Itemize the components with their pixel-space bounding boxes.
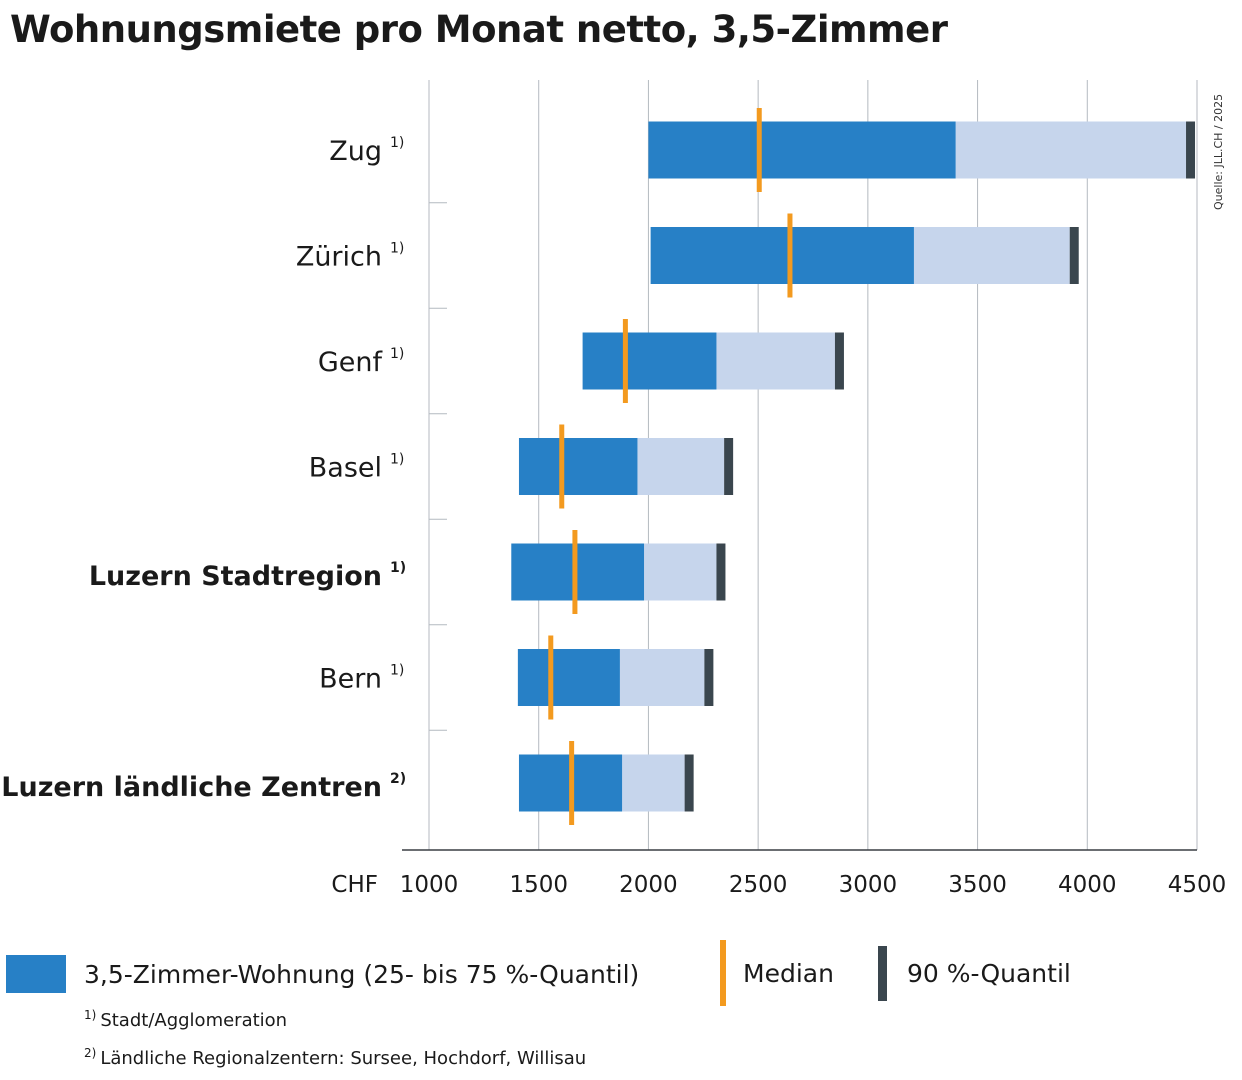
bar-iqr-genf <box>582 332 717 390</box>
category-note-basel: 1) <box>390 452 404 468</box>
tick-label-4000: 4000 <box>1058 872 1117 898</box>
footnote-1-text: Stadt/Agglomeration <box>100 1010 288 1031</box>
category-note-luzern-l-ndliche-zentren: 2) <box>390 771 406 787</box>
legend-iqr-label: 3,5-Zimmer-Wohnung (25- bis 75 %-Quantil… <box>84 959 640 989</box>
marker-q90-luzern-stadtregion <box>716 543 726 601</box>
tick-label-3000: 3000 <box>839 872 898 898</box>
bar-iqr-basel <box>518 438 638 495</box>
category-note-bern: 1) <box>390 663 404 679</box>
footnote-1: 1) Stadt/Agglomeration <box>84 1008 287 1031</box>
bar-chart: Zug 1) Zürich 1) Genf 1) Basel 1) Luzern Stadtre… <box>1 80 1227 898</box>
marker-q90-luzern-l-ndliche-zentren <box>684 754 694 812</box>
footnote-2-mark: 2) <box>84 1046 97 1060</box>
marker-median-luzern-stadtregion <box>572 530 578 614</box>
bars <box>511 108 1196 825</box>
legend-q90-label: 90 %-Quantil <box>907 959 1071 988</box>
tick-label-1000: 1000 <box>400 872 459 898</box>
marker-median-zug <box>756 108 762 192</box>
legend-iqr: 3,5-Zimmer-Wohnung (25- bis 75 %-Quantil… <box>6 955 639 993</box>
legend-q90-swatch <box>878 946 887 1001</box>
category-label-basel: Basel <box>309 453 382 484</box>
category-note-zug: 1) <box>390 135 404 151</box>
tick-label-3500: 3500 <box>948 872 1007 898</box>
marker-median-luzern-l-ndliche-zentren <box>569 741 575 825</box>
bar-upper-genf <box>716 332 835 390</box>
bar-upper-basel <box>637 438 725 495</box>
bar-upper-luzern-l-ndliche-zentren <box>622 754 685 812</box>
bar-iqr-bern <box>517 649 620 706</box>
tick-label-2000: 2000 <box>619 872 678 898</box>
category-label-luzern-stadtregion: Luzern Stadtregion <box>89 561 382 592</box>
marker-q90-bern <box>704 649 714 706</box>
x-axis: 1000 1500 2000 2500 3000 3500 4000 4500 CHF <box>331 849 1227 898</box>
marker-q90-z-rich <box>1069 227 1079 284</box>
category-label-luzern-l-ndliche-zentren: Luzern ländliche Zentren <box>1 772 382 803</box>
marker-median-bern <box>548 635 554 720</box>
tick-label-1500: 1500 <box>509 872 568 898</box>
category-label-genf: Genf <box>318 347 384 378</box>
bar-upper-zug <box>955 121 1187 179</box>
footnote-2-text: Ländliche Regionalzentern: Sursee, Hochd… <box>100 1048 587 1069</box>
category-note-genf: 1) <box>390 346 404 362</box>
tick-label-2500: 2500 <box>729 872 788 898</box>
category-note-z-rich: 1) <box>390 241 404 257</box>
footnote-1-mark: 1) <box>84 1008 97 1022</box>
category-note-luzern-stadtregion: 1) <box>390 560 406 576</box>
category-label-z-rich: Zürich <box>296 242 382 273</box>
tick-label-4500: 4500 <box>1168 872 1227 898</box>
bar-iqr-luzern-stadtregion <box>511 543 645 601</box>
footnote-2: 2) Ländliche Regionalzentern: Sursee, Hoc… <box>84 1046 586 1069</box>
x-axis-label: CHF <box>331 872 378 898</box>
legend-median-label: Median <box>743 958 834 988</box>
bar-upper-z-rich <box>913 227 1070 284</box>
marker-median-genf <box>622 319 628 403</box>
category-labels: Zug 1) Zürich 1) Genf 1) Basel 1) Luzern Stadtre… <box>1 135 406 803</box>
legend-q90: 90 %-Quantil <box>878 946 1071 1001</box>
legend-median-swatch <box>720 940 726 1006</box>
marker-q90-basel <box>724 438 734 495</box>
marker-q90-zug <box>1186 121 1196 179</box>
marker-median-z-rich <box>787 213 793 298</box>
marker-q90-genf <box>834 332 844 390</box>
bar-upper-bern <box>619 649 705 706</box>
category-label-zug: Zug <box>329 136 382 167</box>
marker-median-basel <box>559 424 565 509</box>
category-label-bern: Bern <box>319 664 382 695</box>
legend-median: Median <box>720 940 834 1006</box>
chart-title: Wohnungsmiete pro Monat netto, 3,5-Zimme… <box>10 8 948 51</box>
legend-iqr-swatch <box>6 955 66 993</box>
bar-upper-luzern-stadtregion <box>644 543 717 601</box>
bar-iqr-zug <box>648 121 956 179</box>
bar-iqr-z-rich <box>650 227 914 284</box>
